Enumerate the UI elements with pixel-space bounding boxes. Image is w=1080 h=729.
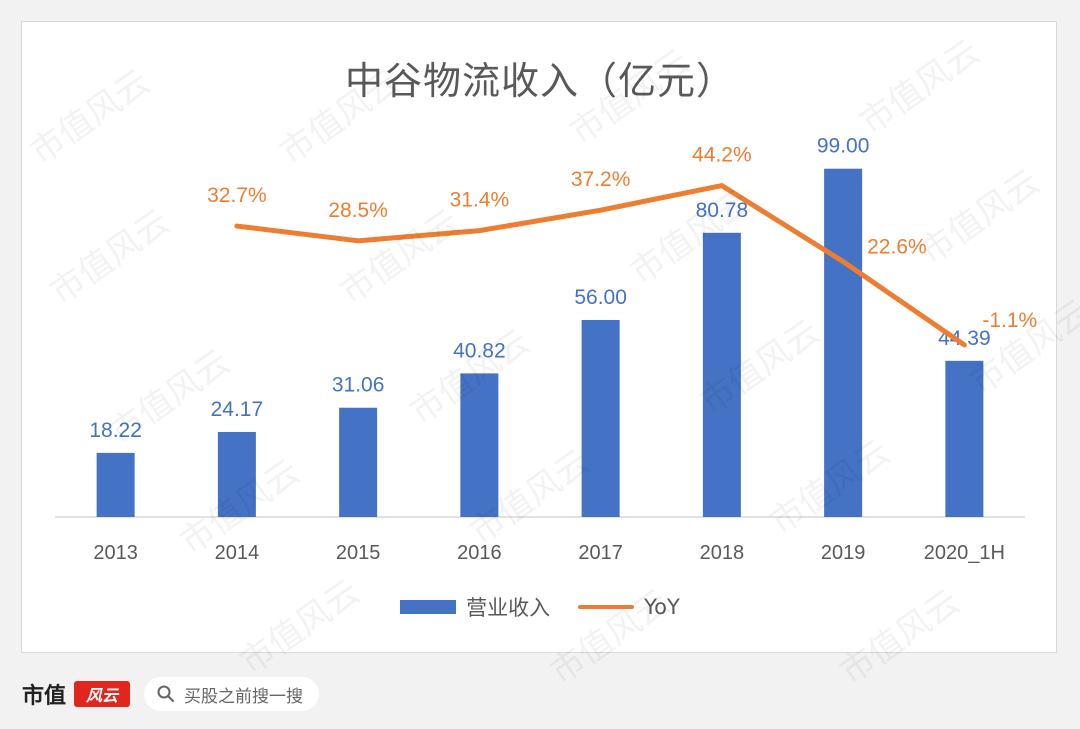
bar	[581, 319, 620, 517]
x-tick-label: 2015	[336, 542, 381, 564]
bar	[824, 168, 863, 517]
bar	[460, 373, 499, 517]
bar-value-label: 18.22	[89, 419, 142, 442]
x-tick-label: 2013	[93, 542, 138, 564]
chart-plot: 18.22 24.17 31.06 40.82 56.00 80.78 99.00 44.39…	[55, 135, 1037, 564]
yoy-value-label: 28.5%	[328, 199, 388, 222]
search-placeholder: 买股之前搜一搜	[184, 686, 304, 707]
bar	[945, 360, 984, 517]
footer-bar: 市值 风云 买股之前搜一搜	[22, 676, 320, 712]
bar-value-label: 80.78	[696, 199, 749, 222]
chart-card	[21, 21, 1057, 653]
bar	[702, 232, 741, 517]
x-tick-label: 2016	[457, 542, 502, 564]
yoy-value-label: 22.6%	[867, 236, 927, 259]
x-tick-label: 2017	[578, 542, 623, 564]
bar-value-label: 99.00	[817, 135, 870, 158]
yoy-value-label: -1.1%	[982, 309, 1037, 332]
legend-item-revenue: 营业收入	[400, 592, 550, 622]
yoy-value-label: 31.4%	[450, 189, 510, 212]
x-tick-label: 2019	[821, 542, 866, 564]
legend-swatch-bar	[400, 600, 457, 614]
bar-value-label: 40.82	[453, 339, 506, 362]
brand-logo-seal: 风云	[74, 681, 131, 707]
search-box[interactable]: 买股之前搜一搜	[144, 677, 320, 711]
yoy-value-label: 32.7%	[207, 184, 267, 207]
brand-logo-text: 市值	[22, 683, 67, 709]
chart-title: 中谷物流收入（亿元）	[344, 59, 735, 103]
legend-item-yoy: YoY	[578, 595, 680, 619]
bar-value-label: 44.39	[938, 327, 991, 350]
yoy-value-label: 37.2%	[571, 168, 631, 191]
chart-legend: 营业收入 YoY	[0, 592, 1080, 622]
bar	[96, 452, 135, 517]
legend-swatch-line	[578, 605, 635, 609]
bar-value-label: 24.17	[211, 398, 264, 421]
yoy-value-label: 44.2%	[692, 144, 752, 167]
bar	[217, 431, 256, 517]
legend-label-yoy: YoY	[644, 595, 680, 619]
x-tick-label: 2014	[215, 542, 260, 564]
bar	[339, 407, 378, 517]
bar-value-label: 31.06	[332, 374, 385, 397]
legend-label-revenue: 营业收入	[466, 596, 551, 620]
yoy-line	[234, 183, 967, 348]
search-icon	[157, 685, 175, 703]
bar-value-label: 56.00	[574, 286, 627, 309]
x-tick-label: 2020_1H	[924, 542, 1005, 564]
x-tick-label: 2018	[700, 542, 745, 564]
